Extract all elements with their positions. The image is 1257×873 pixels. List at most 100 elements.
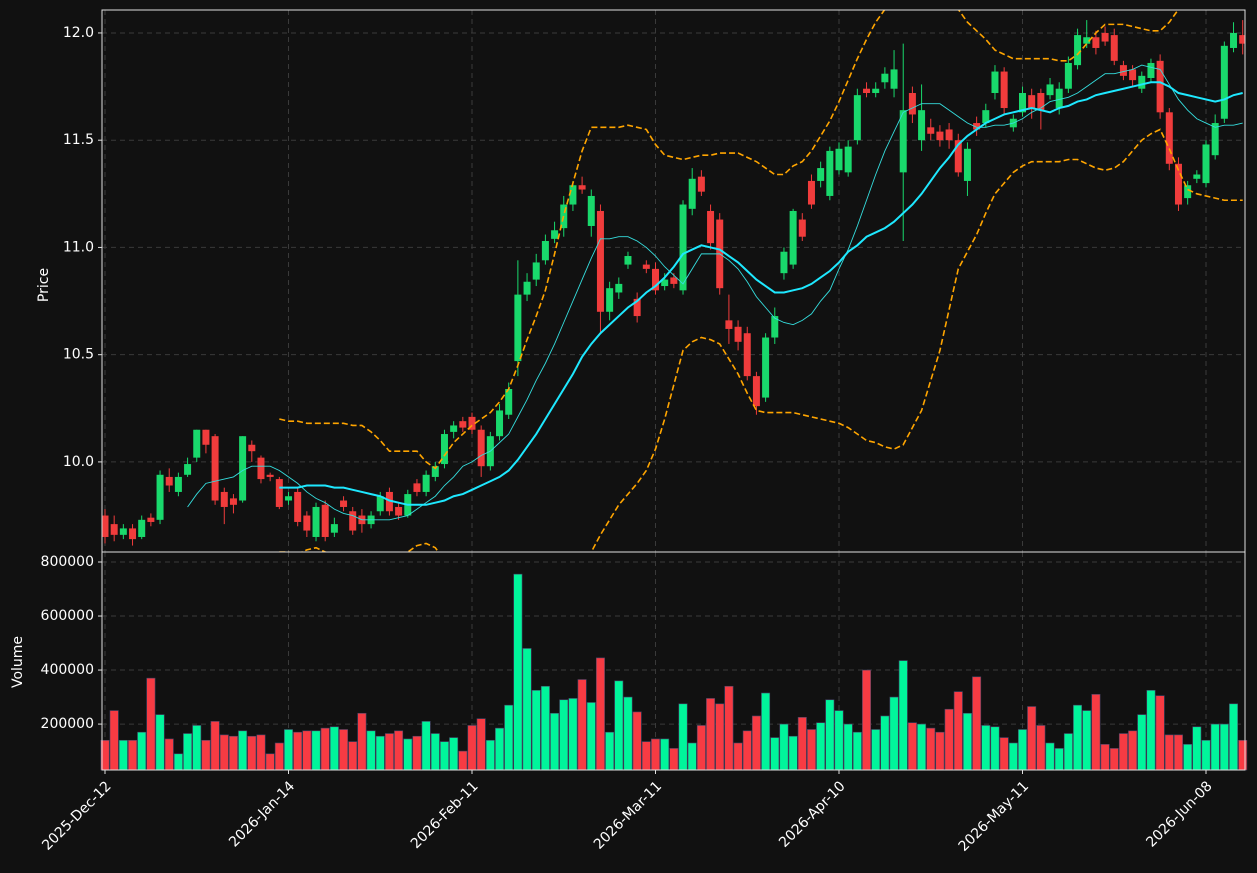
candle-body (881, 73, 889, 83)
candle-body (1230, 32, 1238, 48)
candle-body (102, 515, 109, 537)
candle-body (606, 288, 614, 312)
candle-body (789, 210, 797, 265)
volume-bar (678, 703, 688, 771)
volume-bar (329, 726, 339, 771)
candle-body (275, 479, 283, 507)
volume-bar (898, 660, 908, 771)
volume-bar (1128, 730, 1138, 771)
candle-body (798, 219, 806, 237)
volume-bar (274, 742, 284, 771)
volume-bar (228, 735, 238, 771)
volume-bar (366, 730, 376, 771)
candle-body (982, 110, 990, 124)
volume-bar (1173, 734, 1183, 771)
candle-body (340, 500, 348, 507)
volume-bar (999, 737, 1009, 771)
candle-body (688, 178, 696, 209)
volume-bar (1073, 704, 1083, 771)
candle-body (743, 333, 751, 377)
volume-bar (513, 573, 523, 771)
candle-body (569, 185, 577, 205)
volume-bar (1054, 748, 1064, 771)
candle-body (661, 279, 669, 287)
candle-body (652, 268, 659, 291)
volume-bar (1183, 744, 1193, 771)
overlay-line (279, 81, 1243, 506)
volume-bar (751, 715, 761, 771)
volume-bar (889, 696, 899, 771)
candle-body (807, 180, 815, 205)
candle-body (853, 95, 861, 141)
volume-bar (522, 648, 532, 771)
volume-bar (1036, 725, 1046, 771)
y-tick-label: 11.5 (63, 132, 94, 148)
volume-bar (1063, 733, 1073, 771)
candle-body (762, 337, 770, 398)
volume-bar (265, 753, 275, 771)
volume-bar (412, 735, 422, 771)
volume-bar (1100, 744, 1110, 771)
candle-body (817, 168, 825, 181)
candle-body (1119, 65, 1127, 76)
candle-body (1211, 123, 1219, 156)
volume-bar (990, 726, 1000, 771)
candle-body (587, 195, 595, 226)
candle-body (193, 429, 201, 458)
volume-bar (476, 718, 486, 771)
candle-body (129, 528, 137, 540)
volume-bar (1164, 734, 1174, 771)
candle-body (165, 476, 173, 486)
candle-body (395, 506, 403, 516)
volume-bar (1146, 690, 1156, 771)
candle-body (184, 464, 192, 475)
candle-body (725, 320, 733, 329)
volume-bar (696, 725, 706, 771)
volume-bar (183, 733, 193, 771)
volume-bar (238, 730, 248, 771)
candle-body (872, 88, 880, 94)
candle-body (294, 491, 302, 522)
volume-bar (651, 738, 660, 771)
candle-body (844, 146, 852, 173)
volume-bar (192, 725, 202, 771)
volume-bar (779, 723, 789, 771)
candle-body (321, 504, 329, 537)
volume-bar (1229, 703, 1239, 771)
candle-body (936, 131, 944, 141)
candle-body (1193, 174, 1201, 179)
overlay-line (187, 64, 1243, 521)
volume-bar (724, 685, 734, 771)
volume-bar (1238, 739, 1248, 771)
candle-body (835, 148, 843, 171)
volume-bar (1027, 706, 1037, 771)
volume-bar (339, 729, 349, 771)
candle-body (615, 283, 623, 293)
candle-body (376, 496, 384, 512)
volume-bar (953, 691, 963, 771)
candle-body (551, 230, 559, 239)
volume-bar (742, 730, 752, 771)
candle-body (1165, 112, 1173, 164)
candle-body (1239, 35, 1245, 44)
volume-bar (843, 723, 853, 771)
volume-bar (403, 738, 413, 771)
volume-bar (256, 734, 266, 771)
candle-body (303, 515, 311, 531)
candle-body (248, 444, 256, 452)
candle-body (1037, 93, 1045, 111)
candle-body (1055, 88, 1063, 109)
candle-body (285, 496, 292, 501)
volume-bar (485, 739, 495, 771)
volume-bar (384, 733, 394, 771)
volume-bar (1008, 742, 1018, 771)
candle-body (1138, 75, 1146, 89)
volume-bar (641, 741, 651, 771)
volume-bar (1219, 723, 1229, 771)
volume-tick-label: 800000 (41, 554, 94, 570)
volume-bar (788, 735, 798, 771)
candle-body (1028, 95, 1036, 109)
candle-body (1147, 62, 1155, 78)
volume-bar (1192, 726, 1202, 771)
candle-body (945, 129, 953, 141)
